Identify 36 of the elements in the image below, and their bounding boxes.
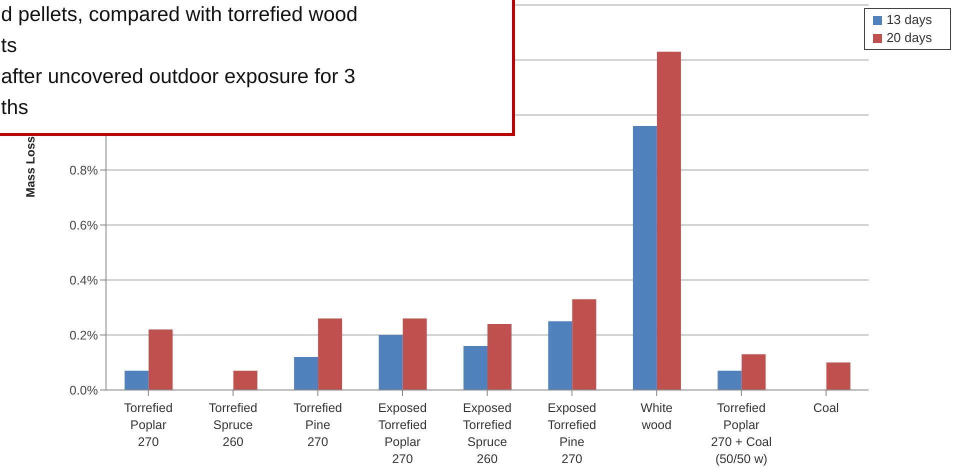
x-tick-label: Torrefied Poplar 270 + Coal (50/50 w)	[710, 401, 772, 466]
y-tick-label: 0.2%	[70, 328, 98, 342]
x-tick-label: Exposed Torrefied Spruce 260	[462, 401, 512, 466]
bar	[318, 318, 342, 390]
bar	[572, 299, 596, 390]
x-tick-label: White wood	[640, 401, 673, 432]
bar	[718, 370, 742, 390]
annotation: d pellets, compared with torrefied wood	[1, 2, 359, 28]
legend-label: 13 days	[886, 12, 932, 27]
bar	[548, 321, 572, 390]
bar	[464, 346, 488, 390]
legend-label: 20 days	[886, 30, 932, 45]
y-tick-label: 0.6%	[70, 218, 98, 232]
y-tick-label: 0.4%	[70, 273, 98, 288]
bar	[124, 370, 149, 390]
bar	[148, 330, 173, 390]
x-tick-label: Torrefied Pine 270	[293, 401, 342, 449]
bar	[742, 354, 766, 390]
callout-box: d pellets, compared with torrefied wood ts after uncovered outdoor exposure for 3 ths	[0, 0, 515, 136]
x-tick-label: Coal	[813, 401, 839, 415]
annotation: after uncovered outdoor exposure for 3	[1, 64, 356, 90]
x-tick-label: Exposed Torrefied Poplar 270	[378, 401, 427, 466]
y-axis-title: Mass Loss	[23, 136, 38, 198]
x-tick-label: Exposed Torrefied Pine 270	[548, 401, 596, 466]
x-tick-label: Torrefied Poplar 270	[124, 401, 173, 449]
bar	[378, 335, 403, 390]
x-tick-label: Torrefied Spruce 260	[208, 401, 258, 449]
bar	[294, 357, 318, 390]
y-tick-label: 0.0%	[70, 383, 98, 398]
bar	[488, 324, 512, 390]
bar	[656, 52, 681, 390]
y-tick-label: 0.8%	[70, 163, 98, 178]
bar	[402, 318, 427, 390]
bar	[632, 126, 657, 390]
bar	[233, 370, 258, 390]
bar	[826, 362, 850, 390]
